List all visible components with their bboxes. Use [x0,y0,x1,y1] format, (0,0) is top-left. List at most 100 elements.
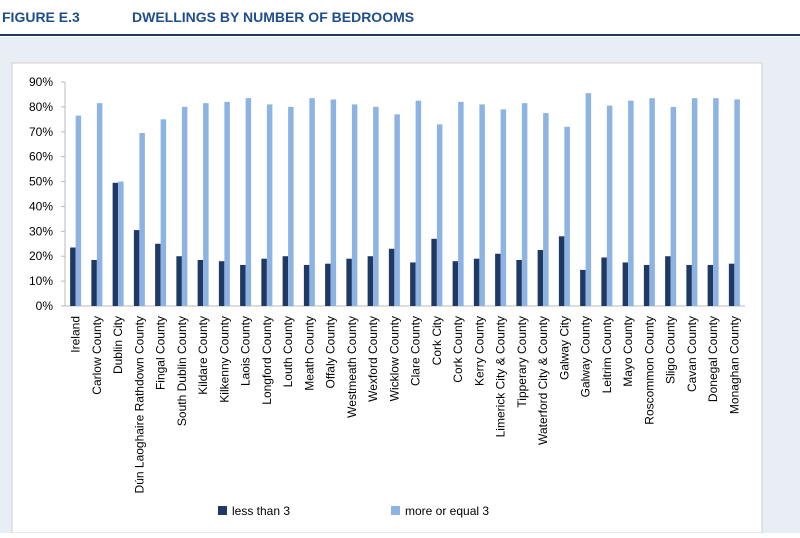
figure-title: DWELLINGS BY NUMBER OF BEDROOMS [132,9,414,25]
bar [543,113,549,306]
x-tick-label: South Dublin County [175,316,189,426]
y-tick-label: 90% [29,75,53,89]
x-tick-label: Cork County [451,316,465,383]
bar [495,253,501,306]
x-tick-label: Roscommon County [642,316,656,425]
bar [649,98,655,306]
x-tick-label: Wexford County [366,316,380,402]
bar [75,115,82,306]
bar [388,248,395,306]
bar [665,256,671,306]
bar [713,98,719,306]
figure-number: FIGURE E.3 [2,9,80,25]
y-tick-label: 10% [29,274,53,288]
bar [203,103,209,307]
x-tick-label: Galway City [557,316,571,380]
bar [160,119,167,306]
x-tick-label: Dún Laoghaire Rathdown County [132,316,146,493]
bar [218,261,225,306]
bar [367,256,374,306]
bar [431,238,437,306]
y-tick-label: 20% [29,249,53,263]
bar [309,98,315,306]
bar [585,93,592,306]
x-tick-label: Longford County [260,316,274,405]
bar [558,236,565,306]
bar [452,261,459,306]
bar [436,124,443,306]
bar [181,106,188,306]
x-tick-label: Clare County [409,316,423,386]
x-tick-label: Sligo County [664,316,678,384]
x-tick-label: Leitrim County [600,316,614,393]
bar [139,133,145,306]
bar [686,264,692,306]
bar [670,106,677,306]
x-tick-label: Ireland [69,316,83,353]
x-tick-label: Laois County [239,316,253,386]
bar [282,256,289,306]
x-tick-label: Mayo County [621,316,635,387]
bar [346,258,352,306]
legend-label: more or equal 3 [405,504,489,518]
bar [176,256,182,306]
x-tick-label: Donegal County [706,316,720,402]
bar [373,106,379,306]
bar [606,105,613,307]
x-tick-label: Tipperary County [515,316,529,408]
legend-swatch [391,506,400,515]
y-tick-label: 30% [29,224,53,238]
bar [266,104,273,307]
bar [325,263,331,306]
bar [133,230,140,306]
bar [521,103,528,307]
x-tick-label: Meath County [302,316,316,391]
x-tick-label: Kildare County [196,316,210,395]
bar [245,98,252,306]
bar [330,99,337,306]
x-tick-label: Kilkenny County [217,316,231,403]
x-tick-label: Monaghan County [727,316,741,414]
legend-swatch [218,506,227,515]
bar [394,114,400,306]
x-tick-label: Carlow County [90,316,104,395]
x-tick-label: Westmeath County [345,316,359,418]
x-tick-label: Offaly County [324,316,338,388]
bar [734,99,740,306]
bar [628,100,634,307]
bar [691,98,698,306]
bar [224,101,230,307]
x-tick-label: Galway County [579,316,593,397]
bar [643,264,650,306]
bar [118,181,124,306]
bar [240,264,246,306]
y-tick-label: 70% [29,125,53,139]
bar [410,262,416,306]
x-tick-label: Fingal County [154,316,168,390]
bar [479,104,485,307]
x-tick-label: Wicklow County [387,316,401,401]
y-tick-label: 60% [29,150,53,164]
bar [707,264,714,306]
bar [580,269,586,306]
bar [601,257,607,306]
bar [91,259,97,306]
bar [96,103,103,307]
bar [288,106,294,306]
bar [622,262,629,306]
x-tick-label: Kerry County [472,316,486,386]
bar [458,101,464,307]
bar [155,243,161,306]
x-tick-label: Limerick City & County [494,316,508,437]
bar [728,263,735,306]
plot: 0% 10% 20% 30% 40% 50% 60% 70% 80% 90% Ireland Carl… [29,75,745,518]
legend-label: less than 3 [232,504,290,518]
bar [70,247,76,306]
bar [500,109,507,306]
x-tick-label: Cork City [430,316,444,365]
bar [516,259,522,306]
bar [473,258,480,306]
bar [112,182,119,306]
y-tick-label: 80% [29,100,53,114]
